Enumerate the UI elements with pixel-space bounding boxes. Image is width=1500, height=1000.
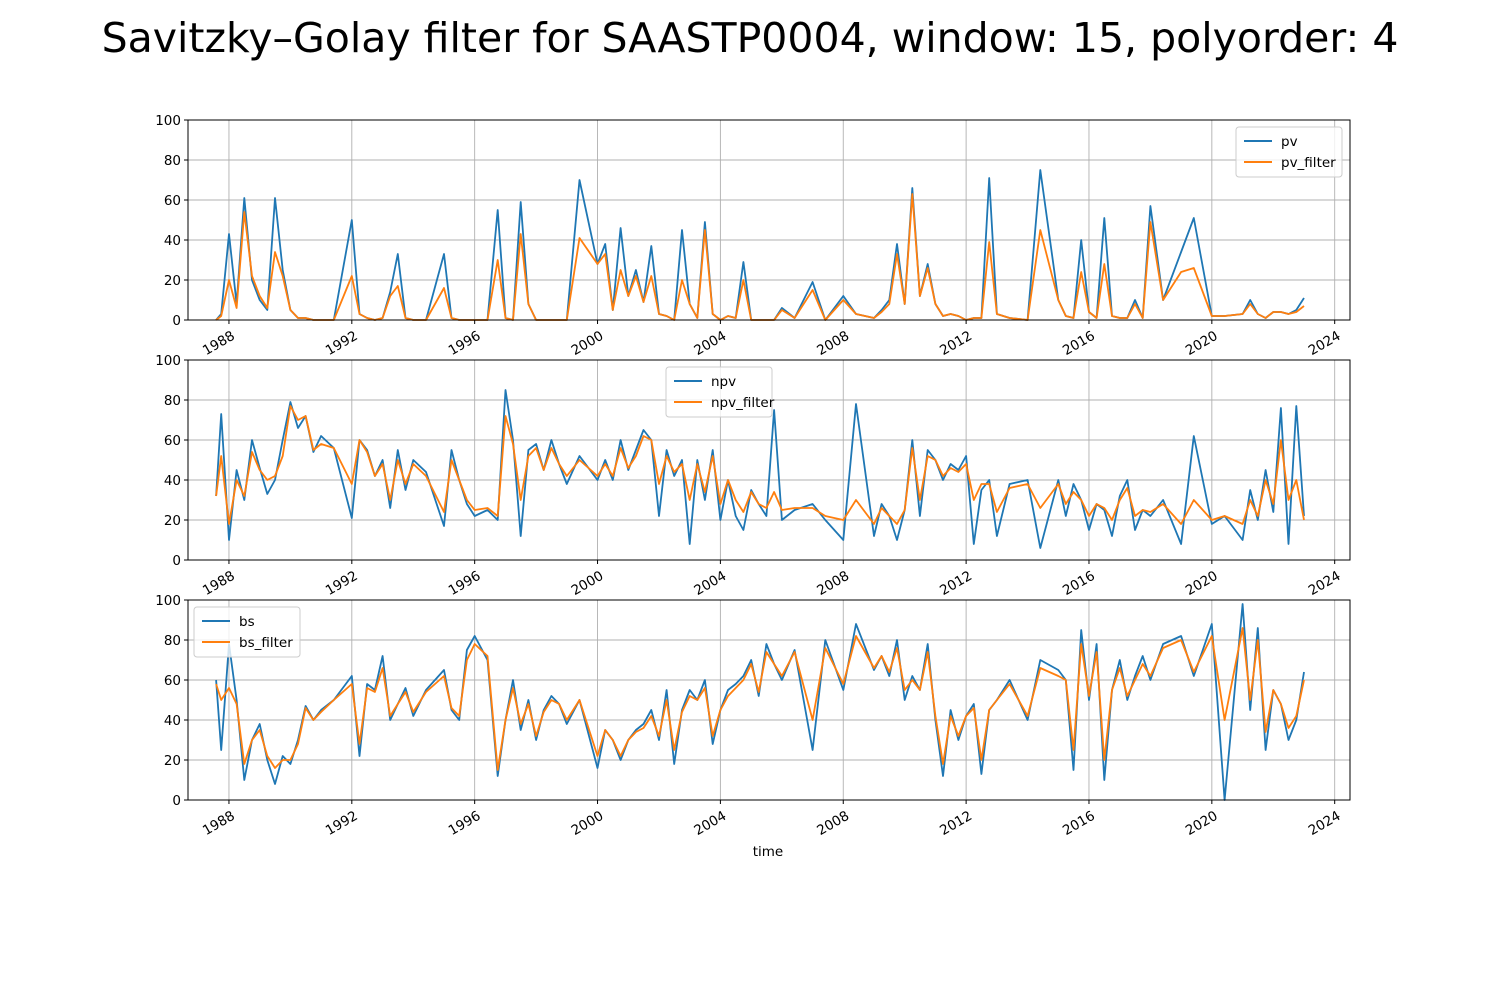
y-tick-label: 20 bbox=[164, 753, 181, 769]
plot-frame bbox=[187, 599, 1351, 801]
y-tick-label: 60 bbox=[164, 433, 181, 449]
legend-box bbox=[193, 606, 301, 658]
y-tick-label: 40 bbox=[164, 713, 181, 729]
y-tick-label: 40 bbox=[164, 473, 181, 489]
y-tick-label: 80 bbox=[164, 393, 181, 409]
y-tick-label: 0 bbox=[172, 793, 181, 809]
y-tick-label: 20 bbox=[164, 513, 181, 529]
y-tick-label: 100 bbox=[155, 113, 181, 129]
y-tick-label: 80 bbox=[164, 153, 181, 169]
plot-frame bbox=[187, 119, 1351, 321]
y-tick-label: 60 bbox=[164, 673, 181, 689]
y-tick-label: 100 bbox=[155, 353, 181, 369]
legend-label: npv bbox=[711, 374, 736, 390]
legend-box bbox=[1235, 126, 1343, 178]
series-line-npv-filter bbox=[215, 405, 1305, 525]
series-line-npv bbox=[215, 389, 1305, 549]
series-line-bs bbox=[215, 603, 1305, 801]
y-tick-label: 80 bbox=[164, 633, 181, 649]
legend-box bbox=[665, 366, 773, 418]
legend-label: bs bbox=[239, 614, 255, 630]
legend: pv pv_filter bbox=[1235, 126, 1343, 178]
pv-panel: 1988 1992 1996 2000 2004 2008 2012 2016 2020 2024… bbox=[155, 113, 1351, 359]
y-tick-label: 0 bbox=[172, 553, 181, 569]
y-tick-label: 60 bbox=[164, 193, 181, 209]
legend: npv npv_filter bbox=[665, 366, 775, 418]
legend-label: pv_filter bbox=[1281, 155, 1336, 171]
legend-label: pv bbox=[1281, 134, 1298, 150]
plot-frame bbox=[187, 359, 1351, 561]
y-tick-label: 20 bbox=[164, 273, 181, 289]
series-line-pv-filter bbox=[215, 193, 1305, 321]
y-tick-label: 0 bbox=[172, 313, 181, 329]
legend-label: bs_filter bbox=[239, 635, 293, 651]
chart-title: Savitzky–Golay filter for SAASTP0004, wi… bbox=[102, 14, 1399, 62]
series-line-bs-filter bbox=[215, 627, 1305, 771]
legend-label: npv_filter bbox=[711, 395, 775, 411]
y-tick-label: 40 bbox=[164, 233, 181, 249]
y-tick-label: 100 bbox=[155, 593, 181, 609]
legend: bs bs_filter bbox=[193, 606, 301, 658]
x-axis-label: time bbox=[753, 844, 784, 860]
